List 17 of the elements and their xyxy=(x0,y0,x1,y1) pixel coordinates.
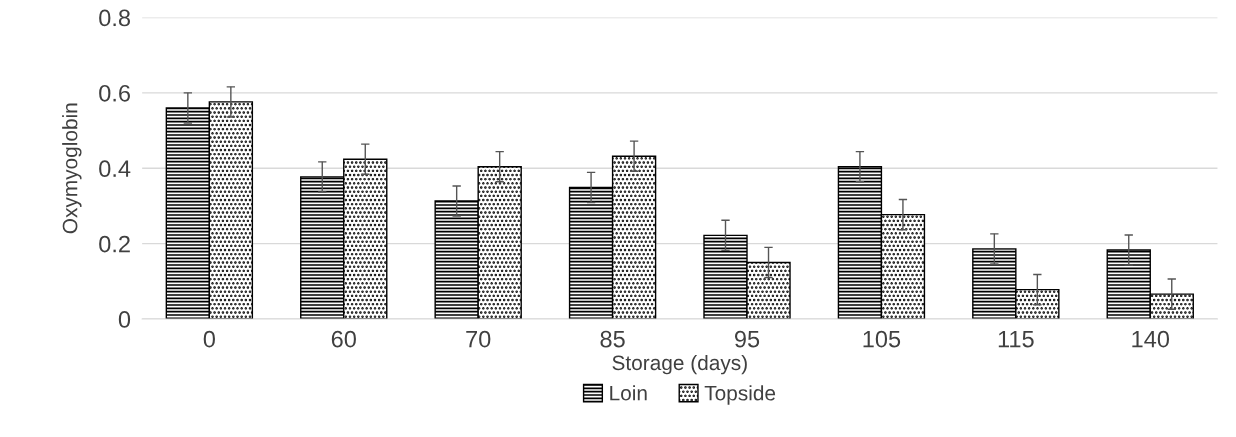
y-tick-label: 0.4 xyxy=(99,160,131,178)
x-tick-label: 115 xyxy=(998,330,1034,348)
legend-label: Topside xyxy=(704,385,776,405)
x-tick-label: 105 xyxy=(863,330,901,348)
y-tick-label: 0.2 xyxy=(99,235,130,253)
x-axis-title: Storage (days) xyxy=(612,354,747,375)
x-tick-label: 140 xyxy=(1132,330,1170,348)
y-axis-title: Oxymyoglobin xyxy=(62,103,82,234)
legend-label: Loin xyxy=(610,385,647,401)
x-tick-label: 60 xyxy=(331,330,356,348)
x-tick-label: 0 xyxy=(203,330,215,348)
y-tick-label: 0.6 xyxy=(99,84,130,102)
x-tick-label: 85 xyxy=(600,330,625,348)
x-tick-label: 95 xyxy=(734,330,760,348)
y-tick-label: 0.8 xyxy=(99,9,131,27)
y-tick-label: 0 xyxy=(118,311,131,328)
x-tick-label: 70 xyxy=(466,330,491,348)
